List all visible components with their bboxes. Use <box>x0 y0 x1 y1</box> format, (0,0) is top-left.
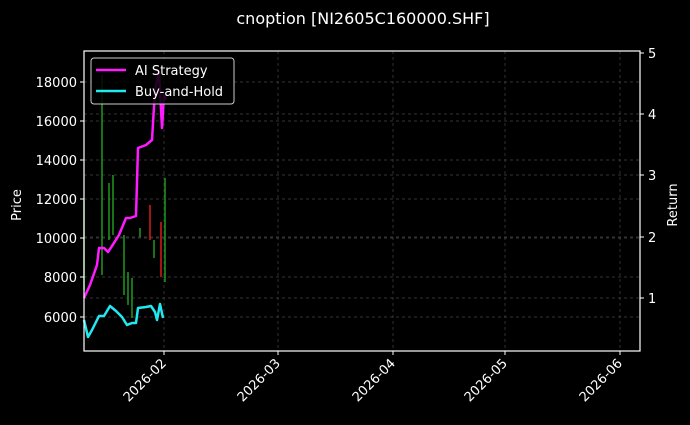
y-tick-label: 16000 <box>36 115 77 130</box>
y-tick-label: 18000 <box>36 76 77 91</box>
y-axis-left: 18000 16000 14000 12000 10000 8000 6000 <box>36 76 84 326</box>
y-right-tick-label: 3 <box>648 169 656 184</box>
gridlines <box>84 51 640 351</box>
chart-title: cnoption [NI2605C160000.SHF] <box>236 9 489 28</box>
series-line <box>82 302 165 339</box>
y-tick-label: 10000 <box>36 232 77 247</box>
y-right-tick-label: 2 <box>648 231 656 246</box>
y-axis-right: 5 4 3 2 1 <box>640 47 656 307</box>
legend-label-ai-strategy: AI Strategy <box>135 64 208 79</box>
y-right-tick-label: 5 <box>648 47 656 62</box>
legend: AI Strategy Buy-and-Hold <box>90 57 235 105</box>
y-right-tick-label: 1 <box>648 292 656 307</box>
plot-frame <box>83 50 641 352</box>
y-axis-right-label: Return <box>666 183 681 226</box>
y-right-tick-label: 4 <box>648 108 656 123</box>
y-tick-label: 8000 <box>44 271 77 286</box>
y-tick-label: 12000 <box>36 193 77 208</box>
y-axis-label: Price <box>10 189 25 221</box>
legend-label-buy-and-hold: Buy-and-Hold <box>135 85 223 100</box>
y-tick-label: 14000 <box>36 154 77 169</box>
y-tick-label: 6000 <box>44 311 77 326</box>
